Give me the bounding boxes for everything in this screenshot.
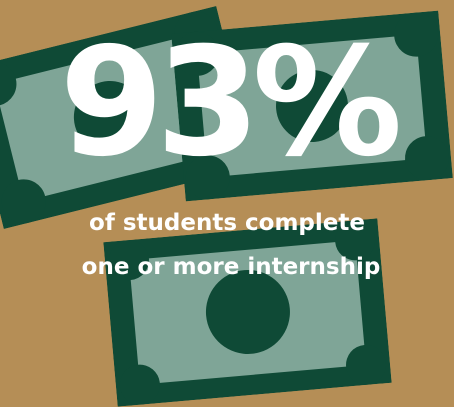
dollar-bill-icon: [171, 10, 453, 202]
stat-percentage: 93%: [59, 16, 402, 190]
stat-caption-line-1: of students complete: [89, 210, 365, 236]
dollar-bill-icon: [103, 218, 392, 407]
stat-caption-line-2: one or more internship: [81, 254, 381, 280]
